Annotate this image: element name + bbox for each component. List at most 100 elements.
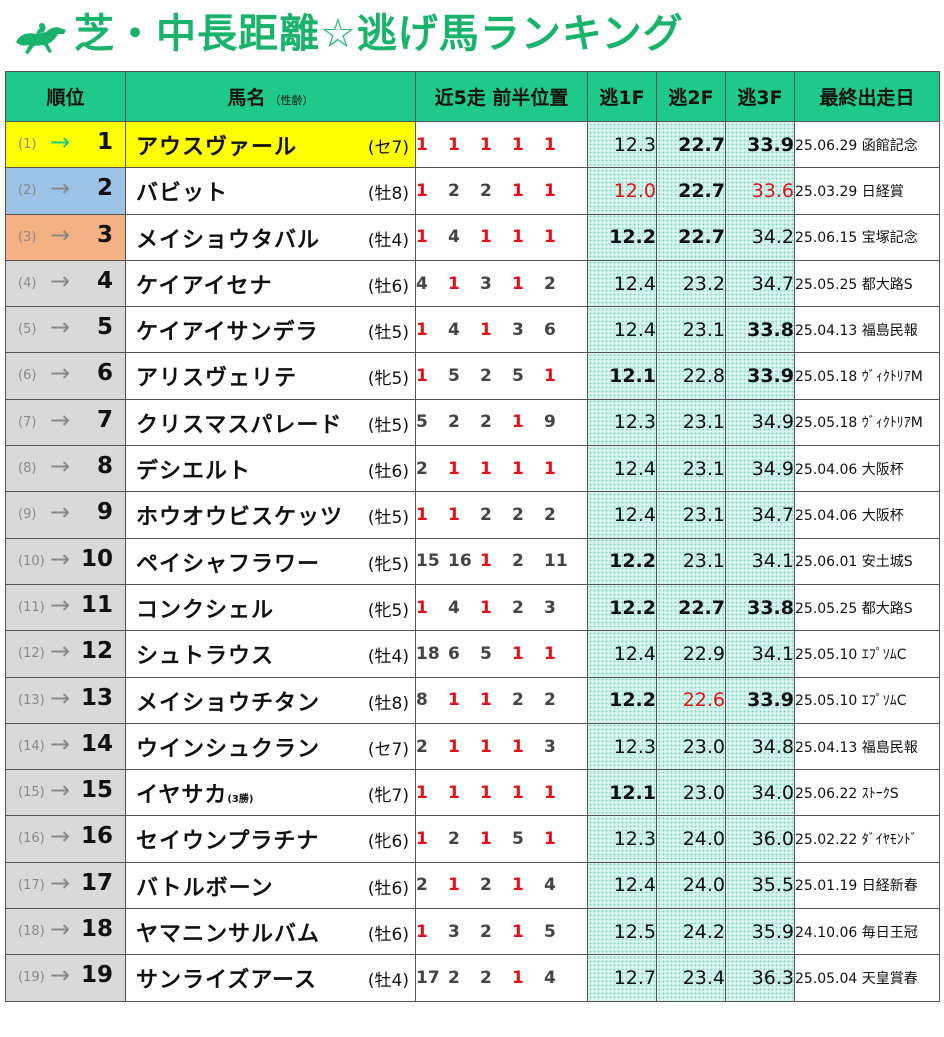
position-value: 2 [448,829,460,850]
f3-time: 34.2 [725,213,795,261]
position-value: 1 [416,921,428,942]
horse-name-cell: ヤマニンサルバム (牡6) [125,908,416,956]
position-value: 1 [416,782,428,803]
horse-name: バビット [136,175,228,207]
horse-name: メイショウチタン [136,685,320,717]
horse-name-text: ペイシャフラワー [136,551,321,577]
f2-time: 24.0 [656,815,726,863]
position-value: 1 [512,180,524,201]
rank-cell: (16) → 16 [5,815,126,863]
current-rank: 10 [80,545,113,572]
f1-time: 12.3 [587,120,657,169]
f2-time: 23.0 [656,769,726,817]
f3-time: 34.8 [725,722,795,771]
header-f3: 逃3F [725,71,795,122]
current-rank: 5 [96,314,113,341]
horse-name-text: シュトラウス [136,644,275,670]
previous-rank: (16) [18,831,45,847]
f3-time: 33.6 [725,167,795,215]
current-rank: 19 [80,962,113,989]
position-value: 2 [480,412,492,433]
position-value: 2 [480,921,492,942]
f3-time: 34.9 [725,398,795,447]
f2-time: 22.7 [656,120,726,169]
horse-name-text: コンクシェル [136,597,275,623]
position-value: 1 [448,458,460,479]
horse-name-text: クリスマスパレード [136,412,343,438]
table-row: (12) → 12 シュトラウス (牡4) 18 6 5 1 1 12.4 22.9 3… [5,630,940,678]
f2-time: 23.1 [656,306,726,354]
horse-name: シュトラウス [136,638,274,670]
f3-time: 33.9 [725,676,795,724]
arrow-right-icon: → [50,637,71,666]
sex-age: (牡8) [367,693,409,714]
last-race: 25.05.18 ｳﾞｨｸﾄﾘｱM [794,352,940,400]
position-value: 8 [416,690,428,711]
horse-name: ホウオウビスケッツ [136,499,343,531]
arrow-right-icon: → [50,128,71,156]
f3-time: 34.7 [725,491,795,539]
f3-time: 34.1 [725,630,795,678]
previous-rank: (18) [18,924,45,940]
position-value: 1 [448,690,460,711]
current-rank: 14 [80,730,113,757]
current-rank: 6 [96,360,113,387]
last-race: 25.04.13 福島民報 [794,306,940,354]
horse-name-text: サンライズアース [136,968,317,994]
sex-age: (牝5) [367,600,409,621]
current-rank: 17 [80,869,113,896]
f2-time: 22.9 [656,630,726,678]
arrow-right-icon: → [50,915,71,944]
sex-age: (牝7) [367,786,409,807]
position-value: 3 [544,597,556,618]
rank-cell: (6) → 6 [5,352,126,400]
sex-age: (牡5) [367,323,409,344]
table-row: (19) → 19 サンライズアース (牡4) 17 2 2 1 4 12.7 23.4… [5,954,940,1002]
f2-time: 24.0 [656,861,726,910]
arrow-right-icon: → [50,961,71,990]
f2-time: 24.2 [656,908,726,956]
rank-cell: (13) → 13 [5,676,126,724]
sex-age: (牡5) [367,508,409,529]
previous-rank: (12) [18,646,45,662]
position-value: 2 [512,505,524,526]
position-value: 3 [448,921,460,942]
position-value: 1 [448,782,460,803]
position-value: 2 [416,875,428,896]
position-value: 1 [480,458,492,479]
position-value: 1 [480,782,492,803]
position-value: 5 [448,366,460,387]
position-value: 1 [448,875,460,896]
horse-name-text: ウインシュクラン [136,736,321,762]
horse-name-cell: メイショウタバル (牡4) [125,213,416,261]
horse-name-cell: サンライズアース (牡4) [125,954,416,1002]
f3-time: 36.0 [725,815,795,863]
position-value: 2 [480,875,492,896]
f2-time: 22.7 [656,213,726,261]
horse-name-cell: クリスマスパレード (牡5) [125,398,416,447]
f3-time: 35.5 [725,861,795,910]
horse-name-cell: セイウンプラチナ (牝6) [125,815,416,863]
arrow-right-icon: → [50,544,71,573]
horse-name-cell: ウインシュクラン (セ7) [125,722,416,771]
f3-time: 33.9 [725,352,795,400]
rank-cell: (14) → 14 [5,722,126,771]
header-name: 馬名 （性齢） [125,71,416,122]
position-value: 5 [416,412,428,433]
last-race: 25.05.25 都大路S [794,583,940,632]
current-rank: 16 [80,823,113,850]
horse-name-text: ケイアイサンデラ [136,320,319,346]
rank-cell: (1) → 1 [5,120,126,169]
position-value: 2 [480,180,492,201]
position-value: 1 [448,273,460,294]
position-value: 6 [544,319,556,340]
horse-name: デシエルト [136,453,251,485]
position-value: 1 [448,134,460,155]
position-value: 1 [544,643,556,664]
